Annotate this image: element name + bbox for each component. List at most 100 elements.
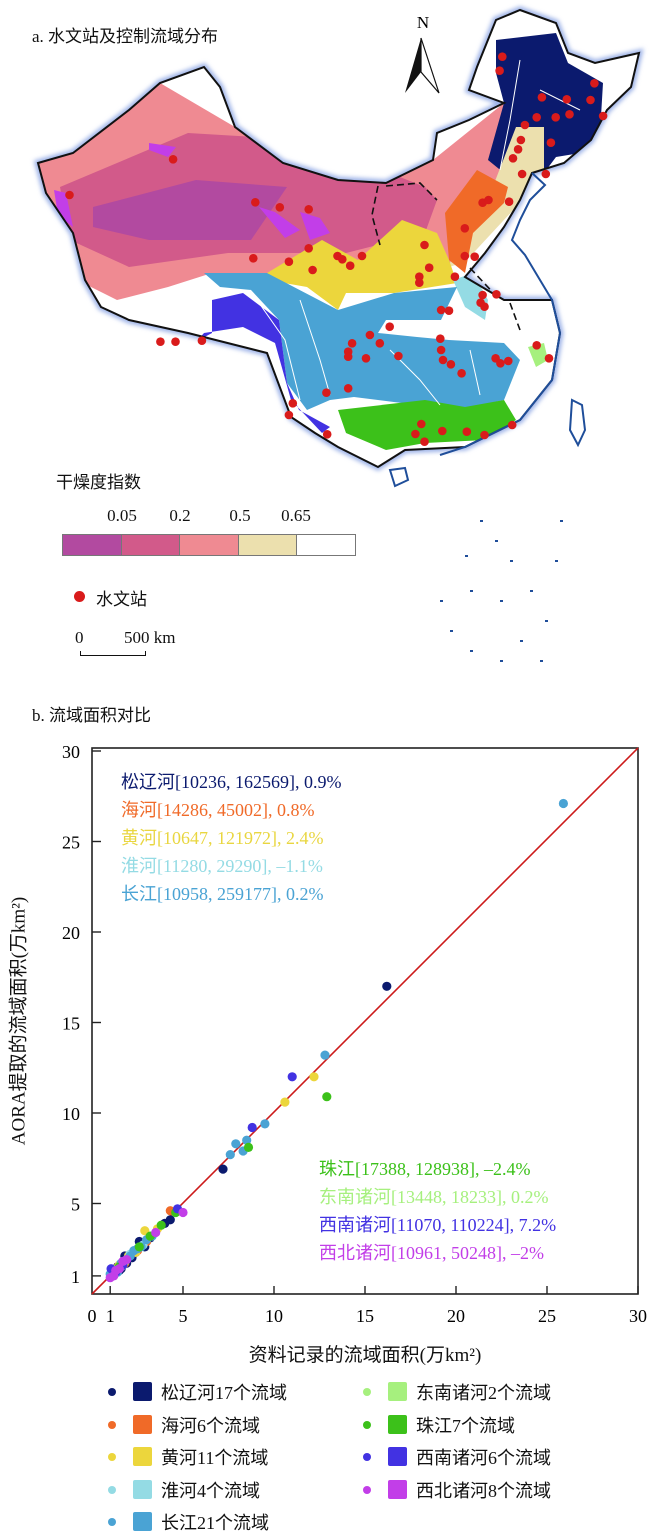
hydrological-station (347, 339, 357, 348)
aridity-class-swatch (120, 535, 180, 555)
data-point (122, 1255, 132, 1265)
legend-point-marker (363, 1388, 371, 1396)
river-line (469, 349, 481, 396)
hydrological-station (470, 252, 480, 261)
island (555, 560, 558, 562)
y-tick-label: 20 (62, 923, 80, 943)
river-line (499, 59, 521, 171)
hydrological-station (436, 305, 446, 315)
hydrological-station (417, 419, 426, 429)
data-point (120, 1258, 130, 1268)
basin-haihe (445, 170, 508, 273)
hydrological-station (457, 369, 466, 378)
data-point (120, 1251, 130, 1261)
data-point (118, 1260, 128, 1270)
aridity-legend-title: 干燥度指数 (56, 473, 141, 492)
hydrological-station (504, 356, 513, 366)
data-point (309, 1072, 319, 1082)
hydrological-station (504, 197, 514, 206)
hydrological-station (551, 113, 560, 122)
north-label: N (417, 13, 429, 32)
north-arrow-icon (405, 37, 440, 94)
hydrological-station (304, 205, 314, 214)
basin-northwest-3 (259, 207, 300, 238)
station-legend-label: 水文站 (96, 590, 147, 609)
x-tick-label: 5 (179, 1306, 188, 1326)
data-point (247, 1122, 257, 1133)
hydrological-station (385, 322, 395, 332)
hydrological-station (517, 169, 527, 179)
basin-zhujiang (338, 400, 516, 450)
hydrological-station (322, 388, 331, 398)
hydrological-station (251, 198, 260, 207)
hydrological-station (541, 169, 551, 179)
legend-basin-swatch (133, 1479, 152, 1499)
data-point (111, 1265, 121, 1276)
data-point (107, 1271, 117, 1281)
data-point (165, 1206, 175, 1216)
hydrological-station (361, 354, 371, 363)
hydrological-station (492, 290, 501, 299)
aridity-class-swatch (63, 535, 121, 555)
hydrological-station (537, 93, 547, 102)
data-point (114, 1262, 124, 1272)
island (465, 555, 468, 557)
legend-label: 东南诸河2个流域 (416, 1383, 551, 1403)
river-line (299, 299, 331, 396)
x-tick-label: 30 (629, 1306, 647, 1326)
taiwan-island (568, 398, 587, 448)
island (500, 660, 503, 662)
data-point (109, 1271, 119, 1281)
data-point (136, 1242, 146, 1252)
hydrological-station (598, 111, 608, 121)
legend-basin-swatch (133, 1447, 152, 1466)
data-point (134, 1236, 144, 1247)
data-point (112, 1262, 123, 1272)
data-point (111, 1267, 121, 1277)
data-point (152, 1224, 163, 1234)
hydrological-station (495, 66, 504, 75)
data-point (129, 1246, 139, 1256)
legend-label: 淮河4个流域 (161, 1480, 260, 1501)
data-point (142, 1236, 152, 1247)
aridity-class-swatch (296, 535, 355, 555)
river-line (539, 89, 581, 111)
hydrological-station (496, 359, 505, 368)
data-point (114, 1260, 124, 1270)
island (480, 520, 483, 522)
y-tick-label: 15 (62, 1014, 80, 1034)
data-point (106, 1264, 116, 1274)
hydrological-station (520, 120, 530, 130)
basin-huanghe (267, 220, 457, 310)
hainan-island (388, 466, 410, 488)
basin-annotation: 长江[10958, 259177], 0.2% (121, 884, 324, 904)
data-point (322, 1092, 332, 1102)
data-point (132, 1246, 143, 1256)
basin-annotation: 东南诸河[13448, 18233], 0.2% (319, 1187, 549, 1207)
hydrological-station (411, 429, 420, 439)
legend-basin-swatch (388, 1382, 407, 1401)
hydrological-station (420, 240, 429, 250)
coastline (439, 172, 562, 456)
hydrological-station (513, 145, 523, 154)
data-point (320, 1050, 330, 1060)
x-tick-label: 15 (356, 1306, 374, 1326)
legend-point-marker (108, 1518, 116, 1526)
hydrological-station (546, 138, 556, 147)
legend-point-marker (363, 1485, 371, 1494)
data-point (260, 1119, 270, 1129)
hydrological-station (249, 253, 258, 263)
x-tick-label: 0 (88, 1306, 97, 1326)
aridity-break-label: 0.5 (229, 506, 251, 525)
legend-label: 西北诸河8个流域 (416, 1480, 551, 1501)
island (545, 620, 548, 622)
panel-a-title: a. 水文站及控制流域分布 (32, 27, 219, 46)
legend-label: 海河6个流域 (161, 1415, 260, 1436)
island (520, 640, 523, 642)
aridity-break-label: 0.05 (107, 506, 137, 525)
hydrological-station (168, 155, 178, 164)
data-point (280, 1097, 290, 1107)
hydrological-station (480, 302, 489, 312)
aridity-class-swatch (179, 535, 238, 555)
data-point (118, 1260, 128, 1270)
